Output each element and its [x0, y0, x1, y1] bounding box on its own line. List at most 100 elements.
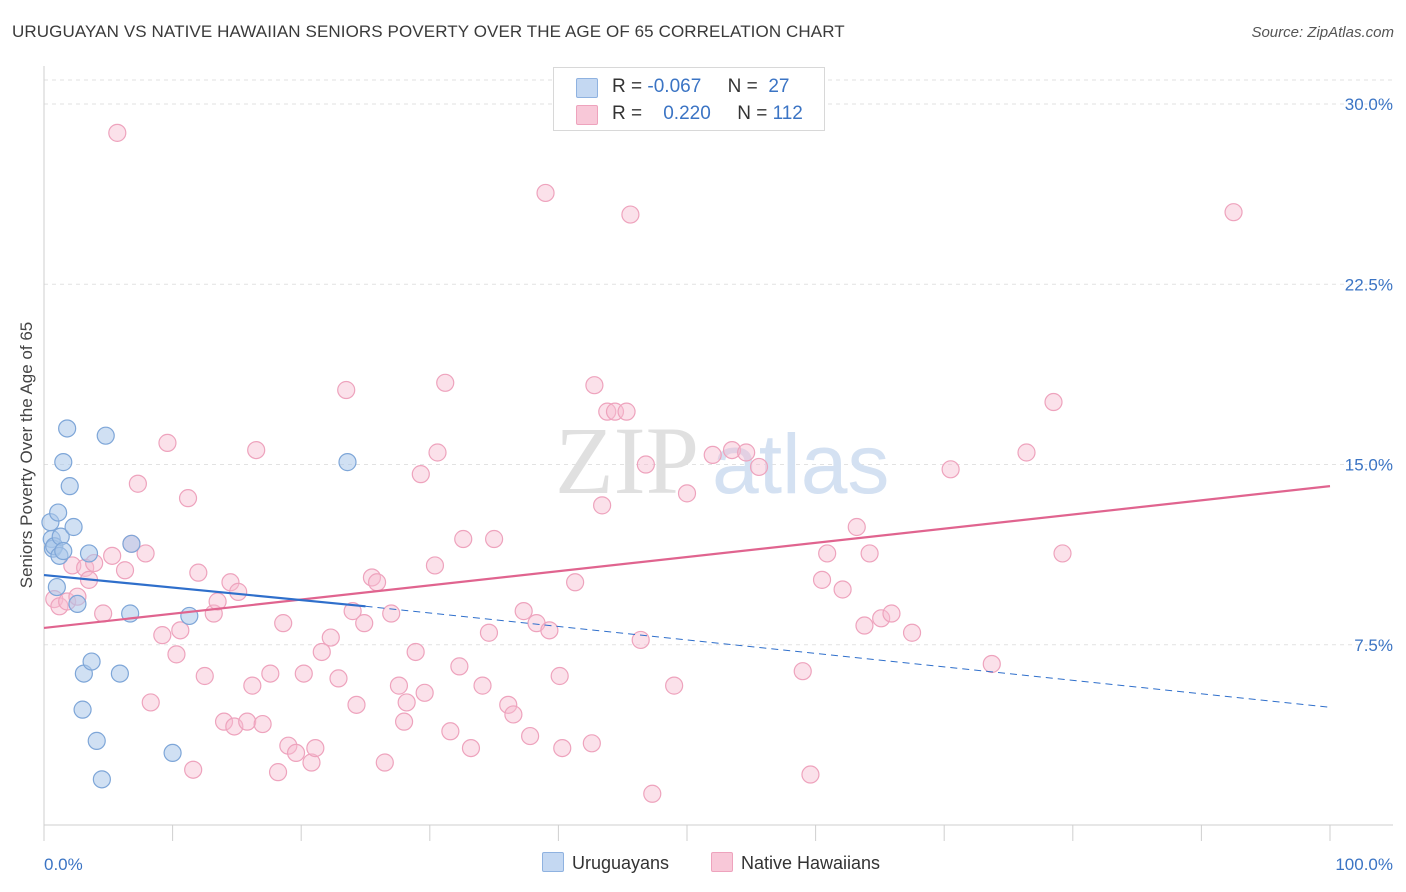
y-tick-label: 15.0%	[1345, 456, 1393, 475]
data-point-native-hawaiians	[812, 570, 832, 589]
data-point-native-hawaiians	[441, 722, 460, 741]
trend-line-uruguayans	[43, 573, 366, 608]
axes	[43, 66, 1393, 841]
data-point-native-hawaiians	[302, 753, 321, 772]
data-point-uruguayans	[58, 419, 77, 438]
data-point-native-hawaiians	[436, 373, 455, 392]
data-point-native-hawaiians	[550, 666, 569, 686]
data-point-native-hawaiians	[337, 380, 356, 400]
data-point-native-hawaiians	[167, 645, 186, 664]
data-point-native-hawaiians	[473, 676, 492, 695]
data-point-native-hawaiians	[703, 445, 722, 465]
data-point-native-hawaiians	[585, 376, 604, 395]
data-point-native-hawaiians	[268, 763, 288, 782]
data-point-native-hawaiians	[406, 642, 425, 662]
data-point-native-hawaiians	[221, 573, 240, 592]
watermark-atlas: atlas	[712, 417, 889, 511]
legend-swatch-blue	[576, 78, 598, 98]
data-point-native-hawaiians	[115, 561, 135, 580]
data-point-uruguayans	[338, 453, 357, 472]
data-point-native-hawaiians	[321, 628, 340, 647]
data-point-uruguayans	[64, 517, 83, 537]
data-point-native-hawaiians	[253, 714, 272, 734]
data-point-native-hawaiians	[982, 654, 1001, 674]
data-point-native-hawaiians	[214, 712, 234, 731]
data-point-native-hawaiians	[397, 693, 416, 712]
data-point-native-hawaiians	[415, 683, 434, 702]
trend-line-native-hawaiians	[43, 485, 1331, 630]
y-tick-label: 30.0%	[1345, 95, 1393, 114]
data-point-native-hawaiians	[94, 604, 113, 623]
r-label: R =	[612, 103, 643, 124]
source-label: Source: ZipAtlas.com	[1251, 24, 1394, 41]
data-point-uruguayans	[122, 534, 141, 553]
data-point-native-hawaiians	[855, 616, 874, 635]
data-point-native-hawaiians	[521, 726, 540, 746]
data-point-native-hawaiians	[643, 784, 662, 803]
r-value: 0.220	[663, 103, 711, 124]
n-label: N =	[737, 103, 768, 124]
data-point-native-hawaiians	[375, 753, 394, 772]
x-tick-label: 100.0%	[1335, 855, 1393, 874]
y-tick-label: 22.5%	[1345, 275, 1393, 294]
data-point-native-hawaiians	[153, 626, 172, 645]
data-point-native-hawaiians	[872, 609, 891, 628]
data-point-native-hawaiians	[362, 568, 382, 587]
gridlines	[44, 79, 1393, 646]
data-point-native-hawaiians	[566, 573, 585, 592]
data-point-native-hawaiians	[722, 440, 742, 460]
n-value: 27	[768, 76, 790, 97]
data-point-native-hawaiians	[1044, 392, 1063, 412]
trend-extension-uruguayans	[365, 605, 1331, 708]
data-point-native-hawaiians	[847, 517, 866, 537]
data-point-native-hawaiians	[243, 676, 262, 695]
data-point-native-hawaiians	[343, 602, 362, 621]
data-point-native-hawaiians	[171, 621, 190, 640]
stats-legend: R = -0.067 N = 27 R = 0.220 N = 112	[553, 67, 825, 131]
data-point-uruguayans	[79, 544, 99, 563]
data-point-native-hawaiians	[238, 712, 257, 731]
data-point-native-hawaiians	[329, 669, 348, 688]
data-point-native-hawaiians	[665, 676, 684, 695]
data-point-native-hawaiians	[184, 760, 203, 779]
data-point-native-hawaiians	[902, 623, 922, 642]
data-point-native-hawaiians	[1224, 203, 1243, 222]
n-value: 112	[772, 103, 803, 124]
data-point-native-hawaiians	[1053, 544, 1072, 563]
data-point-native-hawaiians	[553, 738, 572, 758]
data-point-native-hawaiians	[749, 457, 769, 477]
data-point-uruguayans	[73, 700, 92, 719]
data-point-native-hawaiians	[411, 465, 430, 484]
data-point-uruguayans	[68, 594, 87, 614]
data-point-native-hawaiians	[128, 474, 147, 493]
data-point-native-hawaiians	[367, 573, 387, 592]
tick-labels: 7.5% 15.0% 22.5% 30.0% 0.0% 100.0%	[44, 95, 1393, 874]
data-point-native-hawaiians	[1017, 443, 1036, 462]
legend-swatch-blue	[542, 852, 564, 872]
data-point-native-hawaiians	[793, 662, 812, 681]
data-point-uruguayans	[163, 743, 182, 763]
data-point-native-hawaiians	[514, 602, 533, 621]
data-point-native-hawaiians	[737, 443, 756, 462]
data-point-native-hawaiians	[178, 489, 198, 508]
data-point-native-hawaiians	[428, 443, 447, 462]
data-point-native-hawaiians	[108, 123, 127, 142]
uruguayans-points	[41, 419, 357, 789]
data-point-native-hawaiians	[261, 664, 280, 683]
data-point-native-hawaiians	[801, 765, 820, 784]
data-point-uruguayans	[96, 426, 115, 445]
data-point-native-hawaiians	[677, 484, 697, 503]
data-point-native-hawaiians	[598, 402, 617, 421]
data-point-native-hawaiians	[306, 738, 325, 758]
legend-swatch-pink	[576, 105, 598, 125]
data-point-native-hawaiians	[286, 743, 306, 763]
data-point-native-hawaiians	[229, 582, 248, 601]
n-label: N =	[727, 76, 758, 97]
data-point-native-hawaiians	[312, 642, 331, 662]
data-point-native-hawaiians	[247, 440, 266, 460]
data-point-native-hawaiians	[593, 496, 612, 515]
data-point-native-hawaiians	[833, 580, 852, 599]
data-point-uruguayans	[49, 503, 68, 522]
data-point-native-hawaiians	[582, 734, 601, 753]
